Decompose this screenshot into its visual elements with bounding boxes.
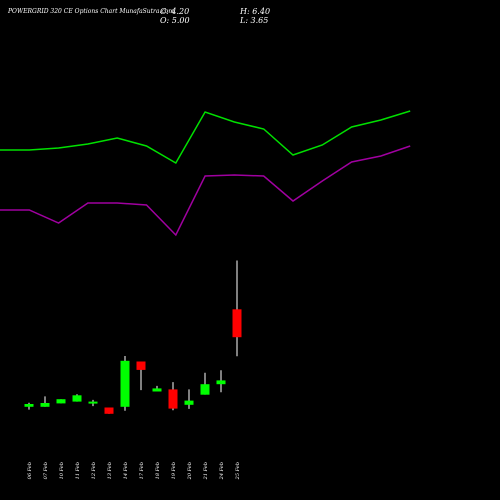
candles [24,260,242,414]
candle-body-up [184,400,194,405]
candle-body-up [216,380,226,385]
date-label: 18 Feb [155,462,161,479]
candle-body-down [232,309,242,338]
candle-body-up [200,384,210,395]
high-value: H: 6.40 [240,7,271,16]
candle-body-up [40,403,50,407]
lower-band-line [0,145,411,237]
date-label: 10 Feb [59,462,65,479]
upper-band-line [0,110,411,165]
date-label: 19 Feb [171,462,177,479]
date-label: 11 Feb [75,462,81,479]
candle-body-up [152,388,162,392]
candle-body-up [120,360,130,407]
date-label: 12 Feb [91,462,97,479]
low-value: L: 3.65 [240,16,269,25]
date-label: 20 Feb [187,462,193,480]
candle-body-up [24,404,34,407]
open-value: O: 5.00 [160,16,190,25]
date-label: 25 Feb [235,462,241,480]
close-value: C: 4.20 [160,7,190,16]
candle-body-down [168,389,178,409]
date-label: 17 Feb [139,462,145,479]
date-axis: 06 Feb 07 Feb 10 Feb 11 Feb 12 Feb 13 Feb 14 F… [27,462,241,480]
date-label: 14 Feb [123,462,129,479]
candle-body-up [56,399,66,404]
candle-body-down [136,361,146,370]
date-label: 21 Feb [203,462,209,480]
date-label: 07 Feb [43,462,49,479]
candle-body-up [72,395,82,402]
date-label: 06 Feb [27,462,33,479]
indicator-lines [0,110,411,237]
chart-title: POWERGRID 320 CE Options Chart MunafaSut… [8,8,175,15]
date-label: 24 Feb [219,462,225,480]
candle-body-down [104,407,114,414]
date-label: 13 Feb [107,462,113,479]
candle-body-up [88,401,98,404]
